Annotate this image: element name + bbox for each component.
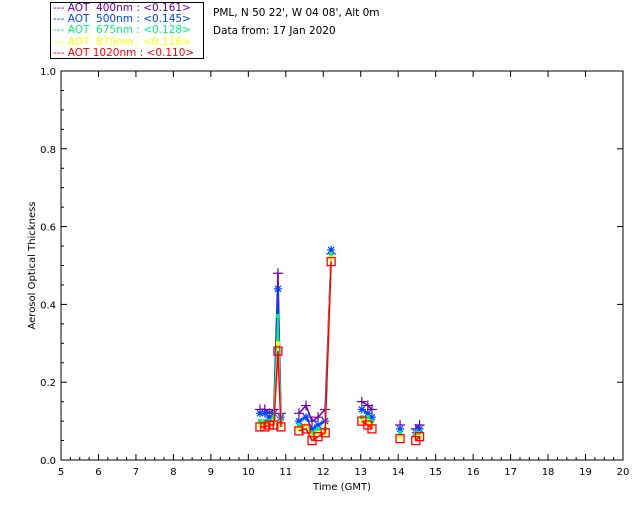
data-point xyxy=(296,426,301,431)
data-point xyxy=(316,426,321,431)
data-point xyxy=(329,251,334,256)
y-tick-label: 0.8 xyxy=(40,145,56,156)
legend-item: --- AOT 400nm : <0.161> xyxy=(53,2,203,14)
x-tick-label: 13 xyxy=(354,467,367,478)
data-point xyxy=(294,426,304,436)
data-point xyxy=(269,420,279,430)
data-point xyxy=(257,422,262,427)
x-tick-label: 7 xyxy=(133,467,139,478)
x-tick-label: 14 xyxy=(392,467,405,478)
x-tick-label: 17 xyxy=(504,467,517,478)
x-tick-label: 19 xyxy=(579,467,592,478)
legend-item: --- AOT 870nm : <0.116> xyxy=(53,35,203,48)
y-tick-label: 0.2 xyxy=(40,378,56,389)
data-point xyxy=(320,428,330,438)
data-point xyxy=(301,400,312,411)
data-point xyxy=(265,413,274,422)
data-point xyxy=(272,268,283,279)
data-point xyxy=(255,409,264,418)
legend-item: --- AOT 1020nm : <0.110> xyxy=(53,46,203,59)
data-point xyxy=(365,415,370,420)
plot-frame xyxy=(60,70,624,461)
data-point xyxy=(275,341,280,346)
data-point xyxy=(398,434,403,439)
legend-item: --- AOT 675nm : <0.128> xyxy=(53,25,203,36)
x-tick-label: 16 xyxy=(467,467,480,478)
x-axis-label: Time (GMT) xyxy=(312,482,371,493)
legend: --- AOT 400nm : <0.161> --- AOT 500nm : <… xyxy=(50,2,204,59)
data-point xyxy=(314,420,323,429)
legend-label: --- AOT 1020nm : <0.110> xyxy=(53,46,195,59)
data-point xyxy=(255,422,265,432)
legend-item: --- AOT 500nm : <0.145> xyxy=(53,14,203,25)
data-point xyxy=(327,245,336,254)
legend-label: --- AOT 400nm : <0.161> xyxy=(53,2,191,14)
data-point xyxy=(308,424,317,433)
x-tick-label: 5 xyxy=(58,467,64,478)
x-tick-label: 10 xyxy=(242,467,255,478)
data-point xyxy=(257,419,262,424)
data-point xyxy=(296,422,301,427)
legend-label: --- AOT 870nm : <0.116> xyxy=(53,35,191,48)
x-tick-label: 15 xyxy=(429,467,442,478)
x-tick-label: 8 xyxy=(170,467,176,478)
series-line-4 xyxy=(298,261,332,442)
data-point xyxy=(302,413,311,422)
data-point xyxy=(395,433,405,444)
y-axis-label: Aerosol Optical Thickness xyxy=(27,201,38,329)
data-point xyxy=(366,404,377,415)
x-tick-label: 12 xyxy=(317,467,330,478)
legend-label: --- AOT 675nm : <0.128> xyxy=(53,24,191,37)
data-point xyxy=(301,424,311,434)
data-point xyxy=(367,413,376,422)
data-point xyxy=(414,432,425,442)
series-line-4 xyxy=(415,436,421,442)
data-point xyxy=(260,409,269,418)
data-point xyxy=(367,424,377,434)
y-tick-label: 1.0 xyxy=(40,67,56,78)
data-point xyxy=(293,408,304,419)
data-point xyxy=(276,422,286,432)
x-tick-label: 11 xyxy=(279,467,292,478)
data-point xyxy=(398,430,403,435)
data-point xyxy=(326,256,336,267)
data-point xyxy=(275,314,280,319)
x-tick-label: 18 xyxy=(542,467,555,478)
data-point xyxy=(273,284,282,293)
data-point xyxy=(356,396,367,407)
date-info: Data from: 17 Jan 2020 xyxy=(213,25,336,37)
legend-label: --- AOT 500nm : <0.145> xyxy=(53,13,191,26)
series-line-2 xyxy=(259,316,282,422)
data-point xyxy=(310,430,315,435)
data-point xyxy=(363,409,372,418)
x-tick-label: 6 xyxy=(95,467,101,478)
data-point xyxy=(357,405,366,414)
data-point xyxy=(313,412,324,423)
data-point xyxy=(396,424,405,433)
y-tick-label: 0.6 xyxy=(40,223,56,234)
data-point xyxy=(415,424,424,433)
site-info: PML, N 50 22', W 04 08', Alt 0m xyxy=(213,7,380,19)
x-tick-label: 20 xyxy=(617,467,630,478)
y-tick-label: 0.0 xyxy=(40,456,56,467)
data-point xyxy=(273,346,283,356)
x-tick-label: 9 xyxy=(208,467,214,478)
y-tick-label: 0.4 xyxy=(40,300,56,311)
data-point xyxy=(294,417,303,426)
